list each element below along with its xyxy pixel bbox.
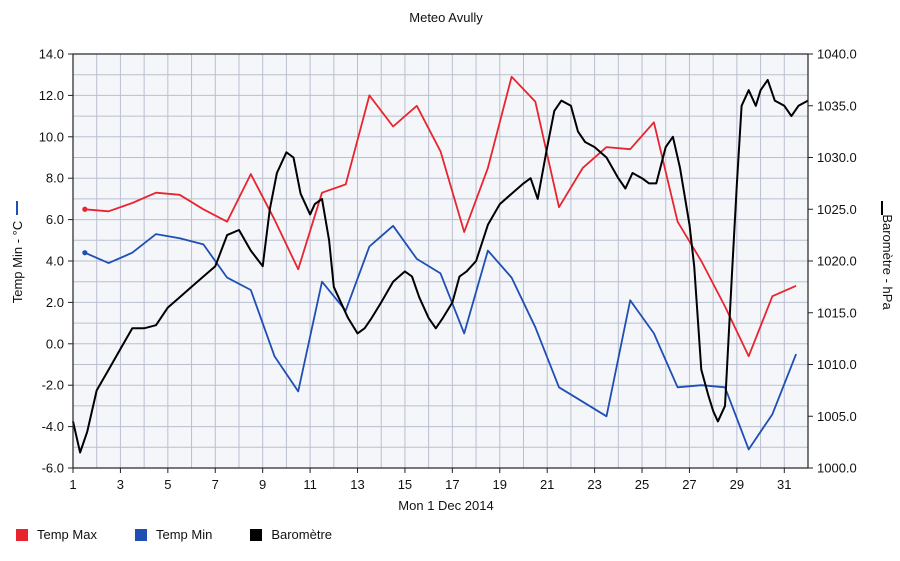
y-right-tick-label: 1030.0 xyxy=(817,150,857,165)
x-tick-label: 13 xyxy=(350,477,364,492)
x-tick-label: 9 xyxy=(259,477,266,492)
y-left-axis-color-marker xyxy=(16,201,18,215)
x-tick-label: 23 xyxy=(587,477,601,492)
x-tick-label: 7 xyxy=(212,477,219,492)
y-left-axis-label-group: Temp Min - °C xyxy=(10,201,25,303)
x-axis-ticks: 1 3 5 7 9 11 13 15 17 19 21 23 25 27 29 31 xyxy=(69,468,792,492)
legend-swatch-temp-min xyxy=(134,528,147,541)
y-left-tick-label: -4.0 xyxy=(42,419,64,434)
legend-label-temp-max: Temp Max xyxy=(37,527,97,542)
legend-swatch-barometre xyxy=(250,528,263,541)
y-left-tick-label: 0.0 xyxy=(46,336,64,351)
x-tick-label: 19 xyxy=(493,477,507,492)
x-tick-label: 25 xyxy=(635,477,649,492)
y-right-tick-label: 1005.0 xyxy=(817,409,857,424)
legend-item-temp-min[interactable]: Temp Min xyxy=(134,527,213,542)
series-line-temp-min xyxy=(84,224,797,451)
x-tick-label: 29 xyxy=(730,477,744,492)
y-left-axis-ticks: 14.0 12.0 10.0 8.0 6.0 4.0 2.0 0.0 -2.0 -4.0 -6.0 xyxy=(39,47,73,476)
y-left-tick-label: -6.0 xyxy=(42,461,64,476)
y-left-tick-label: 10.0 xyxy=(39,129,64,144)
grid xyxy=(73,54,808,468)
y-left-tick-label: 6.0 xyxy=(46,212,64,227)
x-tick-label: 17 xyxy=(445,477,459,492)
legend-swatch-temp-max xyxy=(16,528,28,541)
legend-item-temp-max[interactable]: Temp Max xyxy=(16,527,97,542)
series-start-marker-temp-min xyxy=(82,250,88,256)
x-axis-label: Mon 1 Dec 2014 xyxy=(398,498,493,513)
y-right-tick-label: 1010.0 xyxy=(817,357,857,372)
y-right-tick-label: 1015.0 xyxy=(817,305,857,320)
legend-item-barometre[interactable]: Baromètre xyxy=(250,527,332,542)
x-tick-label: 1 xyxy=(69,477,76,492)
x-tick-label: 27 xyxy=(682,477,696,492)
y-right-axis-label: Baromètre - hPa xyxy=(880,214,895,310)
x-tick-label: 3 xyxy=(117,477,124,492)
y-right-tick-label: 1025.0 xyxy=(817,202,857,217)
y-right-tick-label: 1000.0 xyxy=(817,461,857,476)
series-layer xyxy=(72,75,809,454)
y-left-tick-label: 12.0 xyxy=(39,88,64,103)
y-left-tick-label: 2.0 xyxy=(46,295,64,310)
y-right-axis-color-marker xyxy=(881,201,883,215)
y-right-tick-label: 1020.0 xyxy=(817,254,857,269)
y-right-axis-label-group: Baromètre - hPa xyxy=(880,201,895,310)
y-left-tick-label: 8.0 xyxy=(46,171,64,186)
series-line-barometre xyxy=(72,78,809,454)
y-left-axis-label: Temp Min - °C xyxy=(10,221,25,304)
y-left-tick-label: 4.0 xyxy=(46,254,64,269)
y-right-tick-label: 1040.0 xyxy=(817,47,857,62)
x-tick-label: 15 xyxy=(398,477,412,492)
series-line-temp-max xyxy=(84,75,797,358)
series-start-marker-temp-max xyxy=(82,206,88,212)
y-right-axis-ticks: 1040.0 1035.0 1030.0 1025.0 1020.0 1015.0 1010… xyxy=(808,47,857,476)
legend: Temp Max Temp Min Baromètre xyxy=(16,527,370,542)
x-tick-label: 31 xyxy=(777,477,791,492)
x-tick-label: 11 xyxy=(303,477,317,492)
legend-label-temp-min: Temp Min xyxy=(155,527,213,542)
y-left-tick-label: 14.0 xyxy=(39,47,64,62)
y-right-tick-label: 1035.0 xyxy=(817,98,857,113)
y-left-tick-label: -2.0 xyxy=(42,378,64,393)
legend-label-barometre: Baromètre xyxy=(271,527,333,542)
x-tick-label: 21 xyxy=(540,477,554,492)
chart-title: Meteo Avully xyxy=(409,10,483,25)
x-tick-label: 5 xyxy=(164,477,171,492)
